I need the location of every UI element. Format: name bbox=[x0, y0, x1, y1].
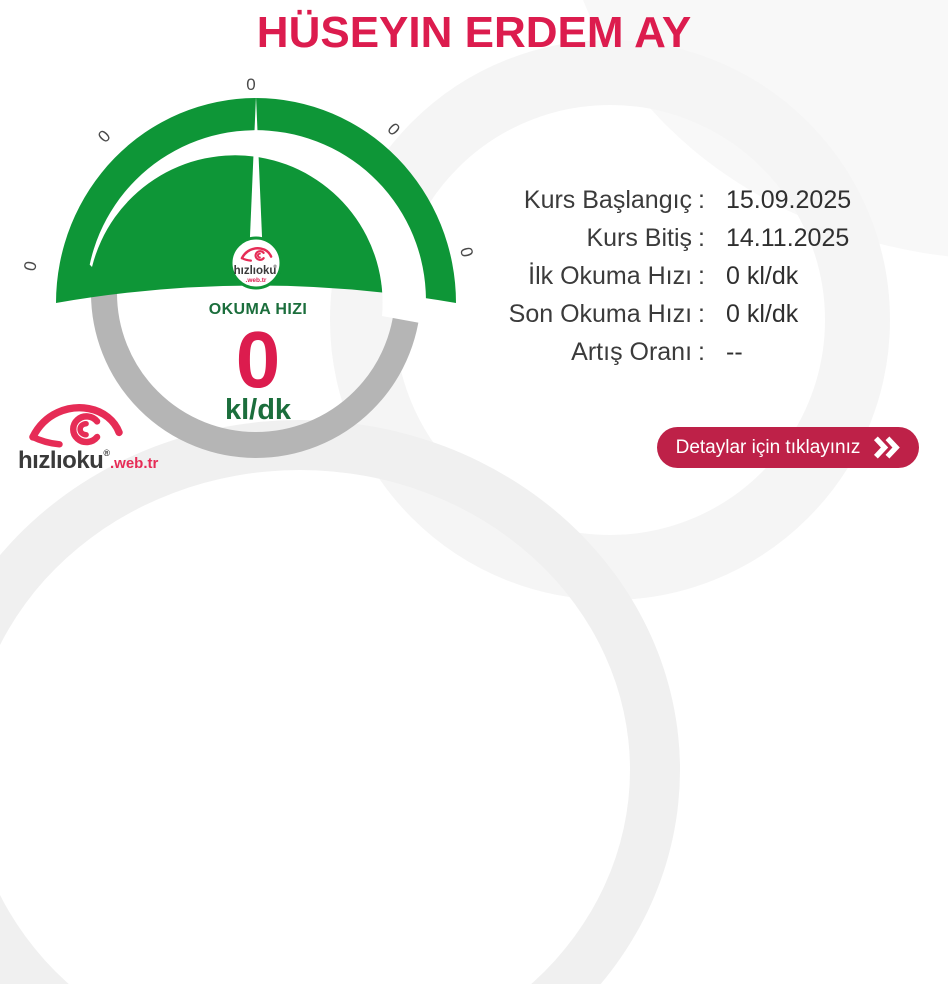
course-stats: Kurs Başlangıç: 15.09.2025 Kurs Bitiş: 1… bbox=[490, 181, 940, 371]
eye-icon bbox=[29, 404, 123, 448]
stat-label: İlk Okuma Hızı: bbox=[490, 262, 705, 291]
gauge-tick: 0 bbox=[94, 126, 114, 146]
stat-value: 0 kl/dk bbox=[726, 299, 799, 328]
details-button-label: Detaylar için tıklayınız bbox=[675, 436, 861, 458]
stat-row-kurs-baslangic: Kurs Başlangıç: 15.09.2025 bbox=[490, 181, 940, 219]
gauge-needle bbox=[249, 96, 263, 248]
gauge-tick: 0 bbox=[456, 245, 477, 259]
stat-label: Son Okuma Hızı: bbox=[490, 300, 705, 329]
center-logo-brand: hızlıoku bbox=[234, 265, 277, 277]
stat-separator: : bbox=[698, 337, 705, 366]
stat-value: 15.09.2025 bbox=[726, 185, 852, 214]
logo-wordmark: hızlıoku®.web.tr bbox=[18, 447, 188, 475]
logo-brand-text: hızlıoku bbox=[18, 447, 104, 474]
page-title: HÜSEYIN ERDEM AY bbox=[256, 8, 692, 57]
gauge-value: 0 bbox=[235, 315, 281, 404]
gauge-tick: 0 bbox=[384, 119, 404, 139]
gauge-label: OKUMA HIZI bbox=[208, 301, 308, 318]
stat-row-ilk-okuma-hizi: İlk Okuma Hızı: 0 kl/dk bbox=[490, 257, 940, 295]
center-logo-registered: ® bbox=[273, 263, 277, 269]
stat-label: Kurs Başlangıç: bbox=[490, 186, 705, 215]
stat-row-kurs-bitis: Kurs Bitiş: 14.11.2025 bbox=[490, 219, 940, 257]
double-chevron-right-icon bbox=[874, 436, 901, 459]
gauge-center-circle bbox=[229, 236, 283, 290]
gauge-tick: 0 bbox=[20, 259, 41, 272]
stat-label-text: Kurs Başlangıç bbox=[523, 185, 693, 214]
background-ring-watermark-bottom bbox=[0, 420, 680, 984]
stat-row-artis-orani: Artış Oranı: -- bbox=[490, 333, 940, 371]
hizlioku-logo[interactable]: hızlıoku®.web.tr bbox=[18, 404, 188, 475]
gauge-tick: 0 bbox=[246, 75, 255, 94]
stat-separator: : bbox=[698, 261, 705, 290]
stat-value: 0 kl/dk bbox=[726, 261, 799, 290]
stat-value: -- bbox=[726, 337, 743, 366]
stat-separator: : bbox=[698, 185, 705, 214]
center-logo-domain: .web.tr bbox=[246, 277, 267, 284]
stat-row-son-okuma-hizi: Son Okuma Hızı: 0 kl/dk bbox=[490, 295, 940, 333]
stat-separator: : bbox=[698, 223, 705, 252]
stat-label-text: Son Okuma Hızı bbox=[508, 299, 693, 328]
eye-icon bbox=[240, 247, 273, 262]
stat-label-text: Kurs Bitiş bbox=[586, 223, 693, 252]
logo-registered-mark: ® bbox=[103, 448, 110, 458]
stat-separator: : bbox=[698, 299, 705, 328]
stat-value: 14.11.2025 bbox=[726, 223, 850, 252]
stat-label-text: İlk Okuma Hızı bbox=[528, 261, 693, 290]
gauge-center-logo: hızlıoku ® .web.tr bbox=[234, 247, 277, 284]
stat-label: Artış Oranı: bbox=[490, 338, 705, 367]
stat-label: Kurs Bitiş: bbox=[490, 224, 705, 253]
stat-label-text: Artış Oranı bbox=[571, 337, 693, 366]
details-button[interactable]: Detaylar için tıklayınız bbox=[657, 427, 919, 468]
logo-domain-text: .web.tr bbox=[109, 455, 159, 472]
